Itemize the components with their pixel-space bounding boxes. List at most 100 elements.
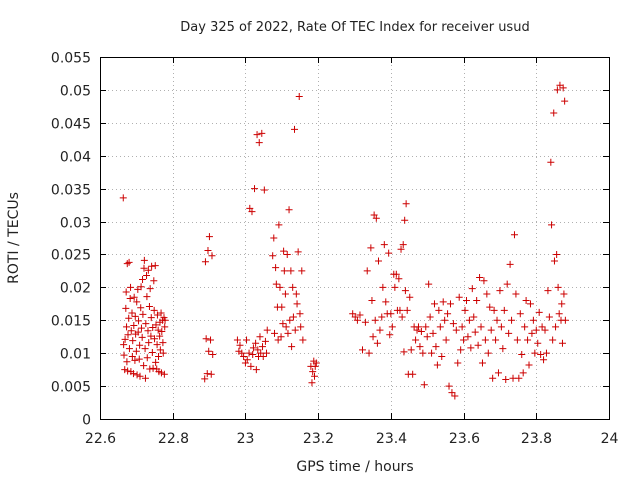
data-point: [358, 346, 366, 354]
data-point: [478, 359, 486, 367]
data-point: [142, 320, 150, 328]
data-point: [140, 362, 148, 370]
data-point: [207, 370, 215, 378]
data-point: [297, 323, 305, 331]
data-point: [124, 367, 132, 375]
data-point: [368, 297, 376, 305]
data-point: [516, 310, 524, 318]
data-point: [139, 310, 147, 318]
data-point: [361, 318, 369, 326]
data-point: [131, 356, 139, 364]
data-point: [521, 323, 529, 331]
data-point: [378, 313, 386, 321]
data-point: [146, 365, 154, 373]
data-point: [272, 264, 280, 272]
data-point: [129, 370, 137, 378]
data-point: [151, 262, 159, 270]
data-point: [510, 231, 518, 239]
data-point: [139, 275, 147, 283]
data-point: [442, 336, 450, 344]
data-point: [388, 323, 396, 331]
data-point: [294, 248, 302, 256]
data-point: [560, 290, 568, 298]
data-point: [284, 329, 292, 337]
data-point: [276, 283, 284, 291]
data-point: [156, 346, 164, 354]
data-point: [128, 352, 136, 360]
data-point: [480, 277, 488, 285]
grid-layer: [100, 57, 609, 419]
data-point: [401, 287, 409, 295]
data-point: [474, 341, 482, 349]
data-point: [525, 361, 533, 369]
data-point: [308, 379, 316, 387]
data-point: [291, 326, 299, 334]
data-point: [432, 343, 440, 351]
x-tick-label: 24: [601, 431, 619, 447]
data-point: [145, 302, 153, 310]
data-point: [433, 361, 441, 369]
data-point: [259, 352, 267, 360]
data-point: [473, 297, 481, 305]
data-point: [283, 250, 291, 258]
data-point: [464, 333, 472, 341]
points-layer: [119, 81, 569, 400]
x-tick-label: 23.6: [449, 431, 480, 447]
data-point: [295, 92, 303, 100]
data-point: [286, 316, 294, 324]
y-tick-label: 0.035: [51, 183, 91, 199]
data-point: [272, 280, 280, 288]
data-point: [471, 328, 479, 336]
data-point: [285, 206, 293, 214]
data-point: [133, 298, 141, 306]
data-point: [289, 283, 297, 291]
data-point: [413, 326, 421, 334]
data-point: [203, 370, 211, 378]
data-point: [275, 221, 283, 229]
data-point: [505, 329, 513, 337]
x-tick-label: 22.8: [158, 431, 189, 447]
plot-frame: [100, 57, 610, 420]
data-point: [548, 221, 556, 229]
data-point: [407, 346, 415, 354]
data-point: [558, 339, 566, 347]
x-tick-label: 23.8: [521, 431, 552, 447]
data-point: [260, 186, 268, 194]
data-point: [503, 280, 511, 288]
data-point: [133, 371, 141, 379]
data-point: [496, 287, 504, 295]
data-point: [254, 346, 262, 354]
data-point: [555, 310, 563, 318]
data-point: [129, 337, 137, 345]
data-point: [279, 320, 287, 328]
data-point: [145, 339, 153, 347]
data-point: [138, 333, 146, 341]
data-point: [559, 84, 567, 92]
x-tick-label: 23: [237, 431, 255, 447]
data-point: [144, 266, 152, 274]
data-point: [205, 233, 213, 241]
data-point: [148, 349, 156, 357]
data-point: [277, 333, 285, 341]
data-point: [135, 355, 143, 363]
data-point: [462, 297, 470, 305]
data-point: [271, 329, 279, 337]
data-point: [149, 364, 157, 372]
data-point: [253, 131, 261, 139]
data-point: [547, 158, 555, 166]
data-point: [247, 362, 255, 370]
data-point: [540, 356, 548, 364]
data-point: [280, 267, 288, 275]
data-point: [140, 256, 148, 264]
data-point: [515, 374, 523, 382]
data-point: [299, 336, 307, 344]
data-point: [353, 316, 361, 324]
data-point: [428, 349, 436, 357]
data-point: [248, 208, 256, 216]
data-point: [391, 283, 399, 291]
data-point: [152, 358, 160, 366]
data-point: [399, 241, 407, 249]
data-point: [444, 310, 452, 318]
data-point: [123, 358, 131, 366]
data-point: [157, 369, 165, 377]
